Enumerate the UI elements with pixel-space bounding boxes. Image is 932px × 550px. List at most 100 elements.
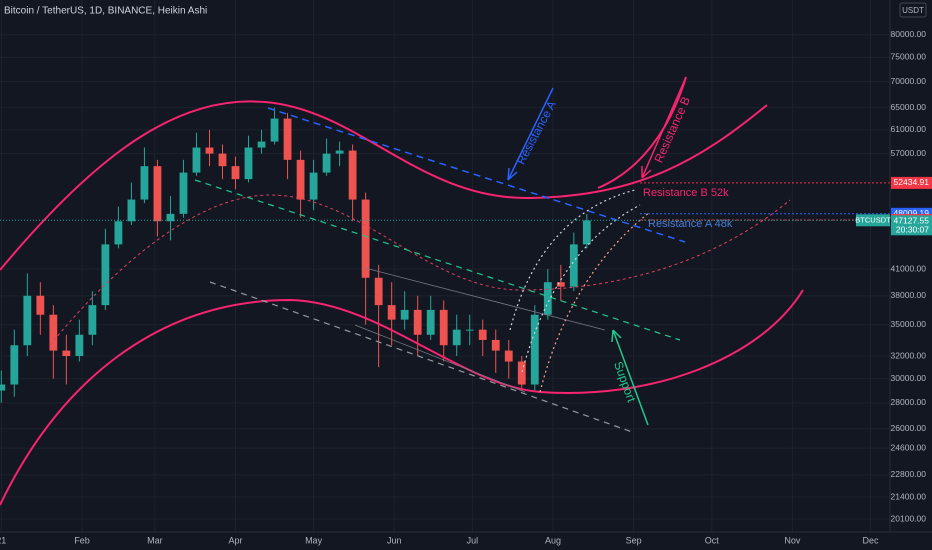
- y-tick-label: 80000.00: [891, 29, 927, 39]
- annotation: Resistance A 48k: [648, 218, 733, 230]
- arrow: [507, 87, 554, 181]
- mid-curve: [49, 194, 791, 346]
- chart-title: Bitcoin / TetherUS, 1D, BINANCE, Heikin …: [4, 6, 207, 17]
- x-tick-label: Sep: [626, 535, 642, 545]
- y-tick-label: 30000.00: [891, 373, 927, 383]
- trend-line: [194, 179, 681, 341]
- currency-box: [899, 2, 927, 18]
- y-tick-label: 57000.00: [891, 148, 927, 158]
- candle-body: [348, 150, 357, 200]
- x-tick-label: 21: [0, 535, 6, 545]
- candle-body: [283, 118, 292, 160]
- y-tick-label: 32000.00: [891, 350, 927, 360]
- price-marker-box: [891, 176, 932, 189]
- candle-body: [0, 384, 6, 391]
- candle-body: [543, 282, 552, 315]
- price-axis: [890, 0, 932, 550]
- candle-body: [556, 282, 565, 287]
- candle-body: [23, 295, 32, 346]
- candle-body: [452, 329, 461, 346]
- y-tick-label: 41000.00: [891, 263, 927, 273]
- price-marker-label: 48009.19: [894, 208, 930, 218]
- candle-body: [257, 141, 266, 148]
- candle-body: [231, 166, 240, 180]
- candle-body: [270, 118, 279, 142]
- candle-body: [361, 199, 370, 278]
- countdown: 20:30:07: [896, 225, 929, 235]
- candle-body: [218, 153, 227, 167]
- candle-body: [296, 159, 305, 200]
- candle-body: [114, 221, 123, 245]
- candle-body: [153, 166, 162, 222]
- last-price-label: 47127.55: [894, 216, 930, 226]
- y-tick-label: 65000.00: [891, 102, 927, 112]
- candle-body: [335, 150, 344, 154]
- arrow: [641, 76, 687, 179]
- annotation: Resistance B 52k: [643, 187, 729, 199]
- y-tick-label: 22800.00: [891, 469, 927, 479]
- y-tick-label: 75000.00: [891, 52, 927, 62]
- candle-body: [10, 345, 19, 385]
- y-tick-label: 70000.00: [891, 76, 927, 86]
- y-tick-label: 28000.00: [891, 397, 927, 407]
- candle-body: [36, 295, 45, 315]
- candle-body: [179, 172, 188, 214]
- lower-trend-line: [209, 281, 636, 434]
- candle-body: [49, 314, 58, 351]
- y-tick-label: 24600.00: [891, 442, 927, 452]
- drawings: [0, 76, 804, 506]
- resistance-curve: [0, 100, 768, 271]
- candle-body: [205, 147, 214, 154]
- candle-body: [569, 244, 578, 287]
- x-tick-label: Mar: [147, 535, 163, 545]
- candles: [0, 107, 591, 403]
- x-tick-label: Nov: [784, 535, 801, 545]
- y-tick-label: 38000.00: [891, 290, 927, 300]
- currency: USDT: [902, 6, 924, 15]
- channel-line: [364, 267, 606, 331]
- candle-body: [62, 350, 71, 357]
- x-tick-label: Apr: [229, 535, 243, 545]
- x-tick-label: Dec: [862, 535, 879, 545]
- candle-body: [75, 334, 84, 357]
- candle-body: [309, 172, 318, 200]
- candle-body: [413, 309, 422, 335]
- candle-body: [101, 244, 110, 306]
- candle-body: [192, 147, 201, 173]
- candle-body: [478, 329, 487, 340]
- candle-body: [322, 153, 331, 173]
- x-tick-label: Jul: [467, 535, 479, 545]
- last-price-box: [891, 215, 932, 236]
- candle-body: [517, 361, 526, 385]
- candle-body: [244, 147, 253, 180]
- candle-body: [582, 220, 591, 245]
- symbol-label: BTCUSDT: [855, 215, 891, 224]
- candle-body: [465, 329, 474, 331]
- symbol-tag: [856, 214, 890, 227]
- x-tick-label: Jun: [387, 535, 402, 545]
- channel-line: [354, 324, 526, 393]
- y-tick-label: 21400.00: [891, 491, 927, 501]
- resistance-curve-outer: [597, 76, 687, 189]
- y-tick-label: 61000.00: [891, 124, 927, 134]
- candle-body: [426, 309, 435, 335]
- candle-body: [530, 314, 539, 385]
- candle-body: [400, 309, 409, 320]
- y-tick-label: 26000.00: [891, 423, 927, 433]
- y-tick-label: 35000.00: [891, 319, 927, 329]
- candle-body: [127, 199, 136, 222]
- candle-body: [387, 305, 396, 320]
- grid: [0, 0, 890, 532]
- arrow: [611, 329, 649, 426]
- candle-body: [504, 350, 513, 362]
- x-tick-label: May: [305, 535, 323, 545]
- x-tick-label: Feb: [74, 535, 90, 545]
- axes: 80000.00 75000.00 70000.00 65000.00 61000.00…: [0, 29, 932, 545]
- candle-body: [166, 213, 175, 222]
- candle-body: [374, 277, 383, 306]
- x-tick-label: Aug: [545, 535, 561, 545]
- candle-body: [439, 309, 448, 346]
- y-tick-label: 20100.00: [891, 513, 927, 523]
- support-curve: [0, 289, 804, 506]
